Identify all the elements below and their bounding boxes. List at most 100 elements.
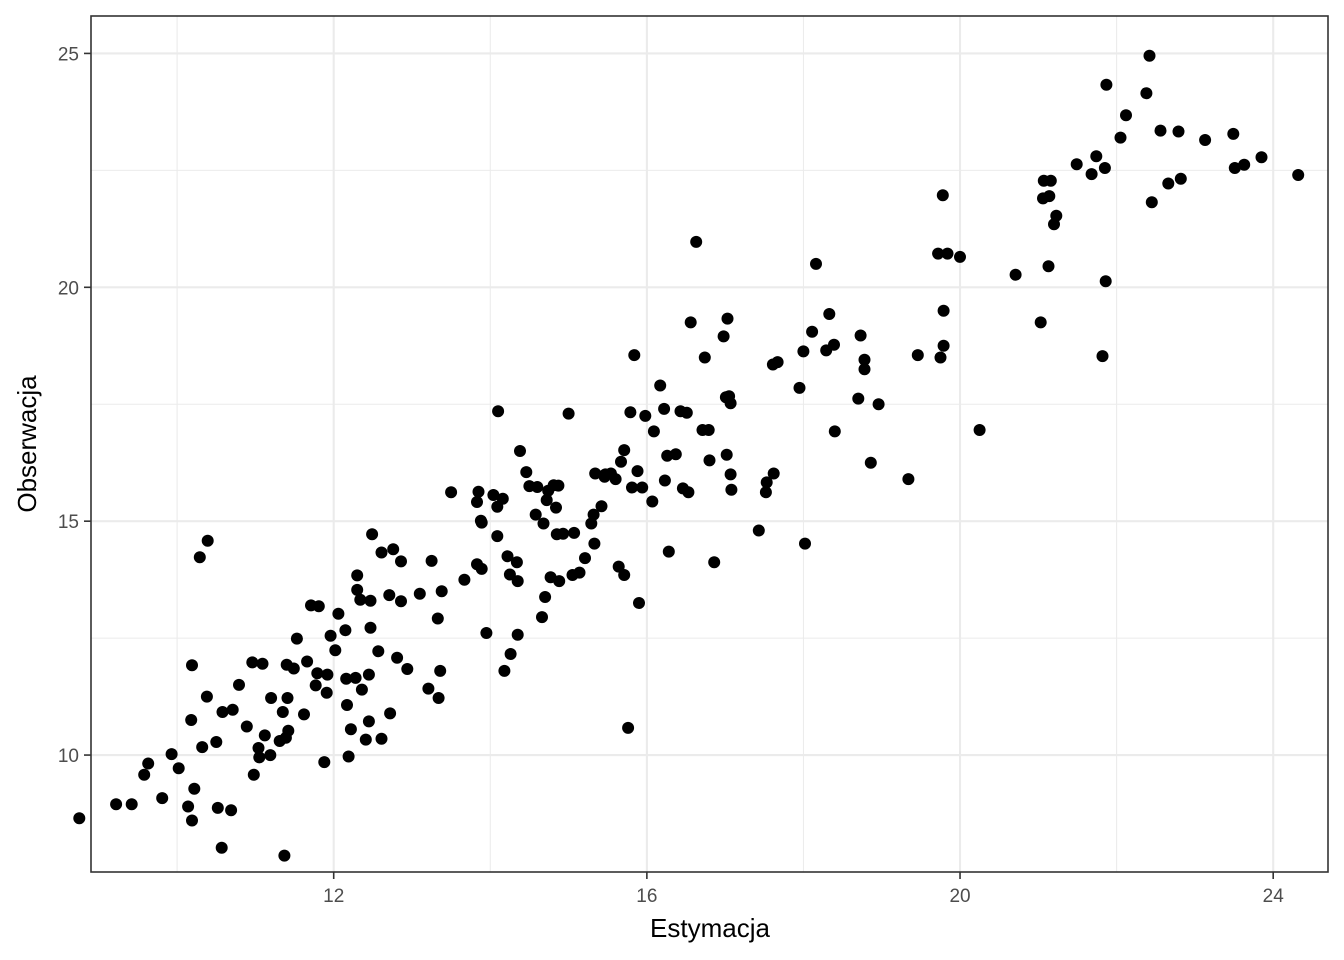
data-point: [362, 668, 375, 681]
data-point: [413, 587, 426, 600]
data-point: [342, 750, 355, 763]
data-point: [717, 330, 730, 343]
data-point: [384, 707, 397, 720]
data-point: [1238, 158, 1251, 171]
data-point: [1143, 49, 1156, 62]
data-point: [475, 562, 488, 575]
data-point: [797, 345, 810, 358]
data-point: [1098, 162, 1111, 174]
data-point: [472, 485, 485, 498]
data-point: [573, 566, 586, 579]
data-point: [324, 629, 337, 642]
data-point: [1174, 172, 1187, 185]
data-point: [318, 756, 331, 769]
data-point: [491, 530, 504, 543]
data-point: [622, 721, 635, 734]
data-point: [703, 454, 716, 467]
data-point: [351, 583, 364, 596]
data-point: [480, 627, 493, 639]
data-point: [854, 329, 867, 342]
data-point: [364, 594, 377, 607]
data-point: [339, 624, 352, 637]
plot-panel-background: [91, 16, 1328, 872]
data-point: [514, 445, 526, 457]
data-point: [247, 768, 260, 781]
data-point: [1100, 78, 1113, 91]
data-point: [311, 667, 324, 680]
data-point: [680, 406, 693, 419]
data-point: [902, 473, 915, 486]
data-point: [828, 338, 840, 351]
data-point: [562, 407, 575, 420]
data-point: [724, 468, 737, 481]
data-point: [618, 444, 631, 457]
data-point: [760, 476, 773, 489]
data-point: [216, 706, 229, 718]
data-point: [349, 671, 362, 684]
data-point: [340, 672, 353, 685]
data-point: [240, 720, 253, 733]
data-point: [264, 749, 277, 762]
data-point: [1099, 275, 1112, 288]
data-point: [1085, 168, 1098, 181]
data-point: [647, 425, 660, 438]
data-point: [639, 409, 652, 422]
data-point: [233, 678, 245, 691]
data-point: [684, 316, 697, 329]
data-point: [290, 632, 303, 645]
data-point: [1154, 124, 1167, 137]
plot-panel-border: [90, 15, 1329, 873]
data-point: [587, 508, 600, 521]
data-point: [1145, 196, 1158, 209]
data-point: [210, 736, 223, 748]
data-point: [536, 611, 548, 624]
data-point: [301, 655, 314, 668]
data-point: [658, 402, 671, 415]
data-point: [708, 556, 721, 569]
x-tick-label: 16: [636, 886, 657, 907]
data-point: [1034, 316, 1047, 329]
data-point: [1044, 174, 1057, 187]
data-point: [511, 575, 524, 588]
data-point: [654, 379, 667, 392]
data-point: [73, 812, 86, 825]
data-point: [552, 479, 565, 492]
data-point: [752, 524, 765, 537]
data-point: [698, 351, 711, 364]
data-point: [1070, 158, 1083, 171]
data-point: [1172, 125, 1185, 138]
data-point: [690, 235, 703, 248]
data-point: [211, 801, 224, 814]
data-point: [799, 537, 811, 550]
data-point: [973, 424, 986, 436]
data-point: [372, 645, 385, 658]
data-point: [165, 748, 178, 761]
data-point: [511, 628, 524, 641]
data-point: [471, 496, 483, 508]
data-point: [626, 481, 638, 494]
data-point: [1096, 350, 1109, 363]
y-tick-label: 15: [58, 512, 79, 533]
data-point: [702, 424, 715, 436]
x-tick-label: 20: [949, 886, 970, 907]
data-point: [196, 741, 209, 754]
data-point: [568, 526, 581, 539]
data-point: [252, 742, 265, 754]
y-axis-ticks: 10 15 20 25: [58, 44, 91, 767]
data-point: [320, 686, 333, 699]
data-point: [278, 849, 291, 862]
major-gridlines: [91, 16, 1328, 872]
data-point: [721, 312, 734, 325]
data-point: [387, 543, 400, 556]
data-point: [256, 657, 269, 670]
data-points: [73, 49, 1305, 862]
data-point: [383, 589, 396, 602]
data-point: [498, 664, 511, 677]
data-point: [110, 798, 123, 811]
data-point: [823, 308, 836, 320]
data-point: [1292, 169, 1305, 181]
data-point: [201, 534, 214, 547]
data-point: [529, 508, 542, 521]
data-point: [1042, 260, 1055, 273]
data-point: [309, 679, 322, 692]
